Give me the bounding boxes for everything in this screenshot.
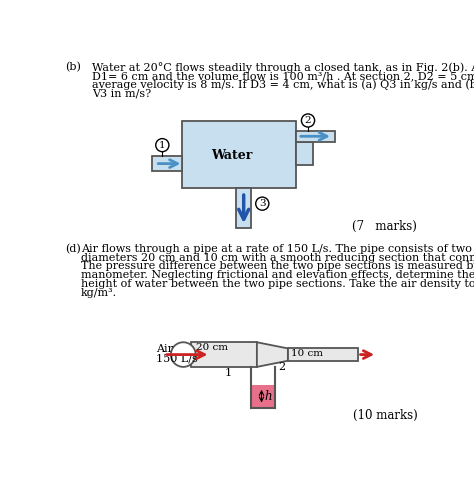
Bar [296,130,335,142]
Text: V3 in m/s?: V3 in m/s? [92,88,151,98]
Text: 3: 3 [259,199,265,208]
Text: average velocity is 8 m/s. If D3 = 4 cm, what is (a) Q3 in kg/s and (b) average: average velocity is 8 m/s. If D3 = 4 cm,… [92,80,474,90]
Text: 10 cm: 10 cm [291,349,323,358]
Text: The pressure difference between the two pipe sections is measured by a water: The pressure difference between the two … [81,261,474,272]
Text: 2: 2 [278,362,285,372]
Text: height of water between the two pipe sections. Take the air density to be 1.25: height of water between the two pipe sec… [81,279,474,289]
Bar [296,142,313,165]
Text: 20 cm: 20 cm [196,343,228,352]
Circle shape [171,342,196,367]
Text: 1: 1 [159,141,165,150]
Circle shape [301,114,315,127]
Text: 2: 2 [305,116,311,125]
Bar [191,342,257,367]
Bar [236,188,251,228]
Circle shape [255,197,269,210]
Text: Air: Air [156,344,173,354]
Text: Air flows through a pipe at a rate of 150 L/s. The pipe consists of two sections: Air flows through a pipe at a rate of 15… [81,244,474,254]
Text: h: h [264,390,272,402]
Text: (b): (b) [65,62,82,72]
Bar [288,348,357,361]
Bar [152,156,182,171]
Text: diameters 20 cm and 10 cm with a smooth reducing section that connects them.: diameters 20 cm and 10 cm with a smooth … [81,252,474,262]
Text: 1: 1 [224,369,231,379]
Bar [182,120,296,188]
Text: Water: Water [211,149,253,162]
Text: D1= 6 cm and the volume flow is 100 m³/h . At section 2, D2 = 5 cm and the: D1= 6 cm and the volume flow is 100 m³/h… [92,71,474,81]
Text: (7   marks): (7 marks) [353,220,417,233]
Text: Water at 20°C flows steadily through a closed tank, as in Fig. 2(b). At section : Water at 20°C flows steadily through a c… [92,62,474,73]
Text: (10 marks): (10 marks) [353,409,417,423]
Circle shape [156,139,169,152]
Text: kg/m³.: kg/m³. [81,288,117,298]
Bar [252,385,274,408]
Text: manometer. Neglecting frictional and elevation effects, determine the differenti: manometer. Neglecting frictional and ele… [81,270,474,280]
Polygon shape [257,342,288,367]
Text: (d): (d) [65,244,81,254]
Text: 150 L/s: 150 L/s [156,354,198,364]
